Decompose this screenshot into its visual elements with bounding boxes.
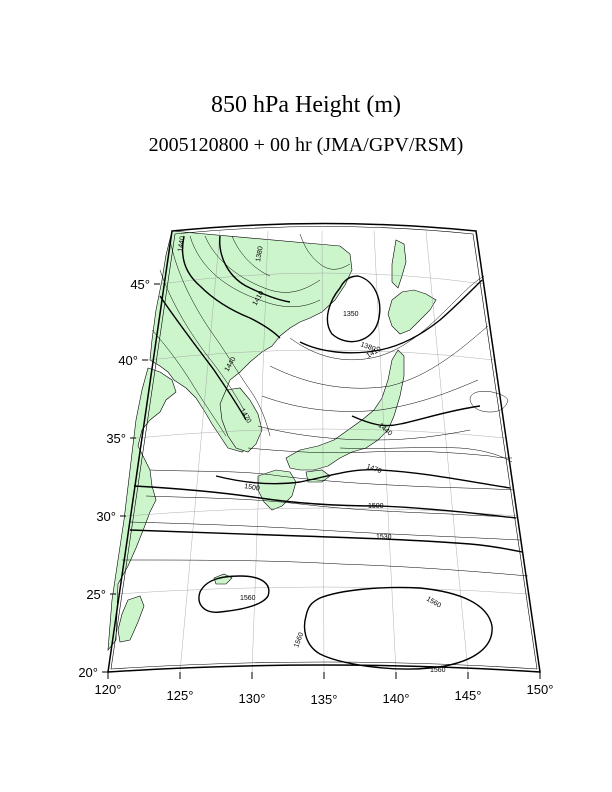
lon-label: 130° [239,691,266,706]
latitude-labels: 20° 25° 30° 35° 40° 45° [78,277,150,680]
contour-line [299,279,483,354]
contour-line [149,469,515,491]
contour-line [257,425,471,441]
contour-line [215,468,511,489]
contour-line [289,275,485,361]
contour-line [339,447,513,463]
contour-label: 1560 [240,595,256,602]
lon-line-130 [251,230,269,673]
lat-label: 45° [130,277,150,292]
contour-line [151,329,227,437]
contour-line [189,235,321,307]
lat-label: 35° [106,431,126,446]
korea-peninsula [219,387,263,453]
taiwan [117,595,145,643]
contour-line [133,485,517,519]
contour-label: 1560 [425,596,442,610]
lat-label: 20° [78,665,98,680]
contour-label: 1440 [177,236,187,253]
contour-line [129,529,523,553]
contour-line [159,269,245,411]
map-frame [107,222,541,673]
lon-label: 120° [95,682,122,697]
lon-label: 145° [455,688,482,703]
contour-line [181,235,281,339]
lon-line-145 [425,230,469,673]
map-frame-inner [110,226,538,670]
contour-line [269,325,489,389]
contour-label: 1560 [430,667,446,674]
lon-label: 135° [311,692,338,707]
contour-label: 1470 [365,463,382,475]
contour-line [159,295,247,421]
contour-label: 1350 [343,311,359,318]
contour-line [231,235,271,277]
lon-line-135 [321,230,325,673]
china-coast [107,367,177,651]
kyushu [257,469,297,511]
contour-label: 1530 [376,534,392,541]
map-title: 850 hPa Height (m) [211,92,401,118]
contour-line [261,379,479,412]
contour-line [198,575,270,613]
contour-line [129,521,521,541]
contour-line [326,275,381,343]
contour-line [247,447,513,459]
contour-line [169,239,271,437]
map-subtitle: 2005120800 + 00 hr (JMA/GPV/RSM) [148,134,464,156]
contour-label: 1560 [293,632,305,649]
longitude-labels: 120° 125° 130° 135° 140° 145° 150° [95,682,554,707]
contour-line [219,235,291,303]
contour-line [469,391,509,413]
hokkaido [387,289,437,335]
contour-line [145,495,519,519]
contour-line [204,235,321,293]
lon-label: 140° [383,691,410,706]
lon-line-125 [179,230,221,673]
lon-label: 150° [527,682,554,697]
lat-label: 30° [96,509,116,524]
lat-line-45 [159,272,485,285]
lat-label: 25° [86,587,106,602]
tick-marks [102,283,541,679]
contour-label: 1380 [255,246,265,263]
contour-line [121,559,529,577]
lat-line-25 [115,586,529,595]
contour-label: 1380 [359,341,376,353]
lat-label: 40° [118,353,138,368]
contour-label: 1500 [368,503,384,510]
height-contours [121,233,529,670]
contour-line [299,233,351,270]
contour-label: 1500 [244,483,261,493]
contour-line [351,405,481,427]
lon-label: 125° [167,688,194,703]
sakhalin [391,239,407,289]
